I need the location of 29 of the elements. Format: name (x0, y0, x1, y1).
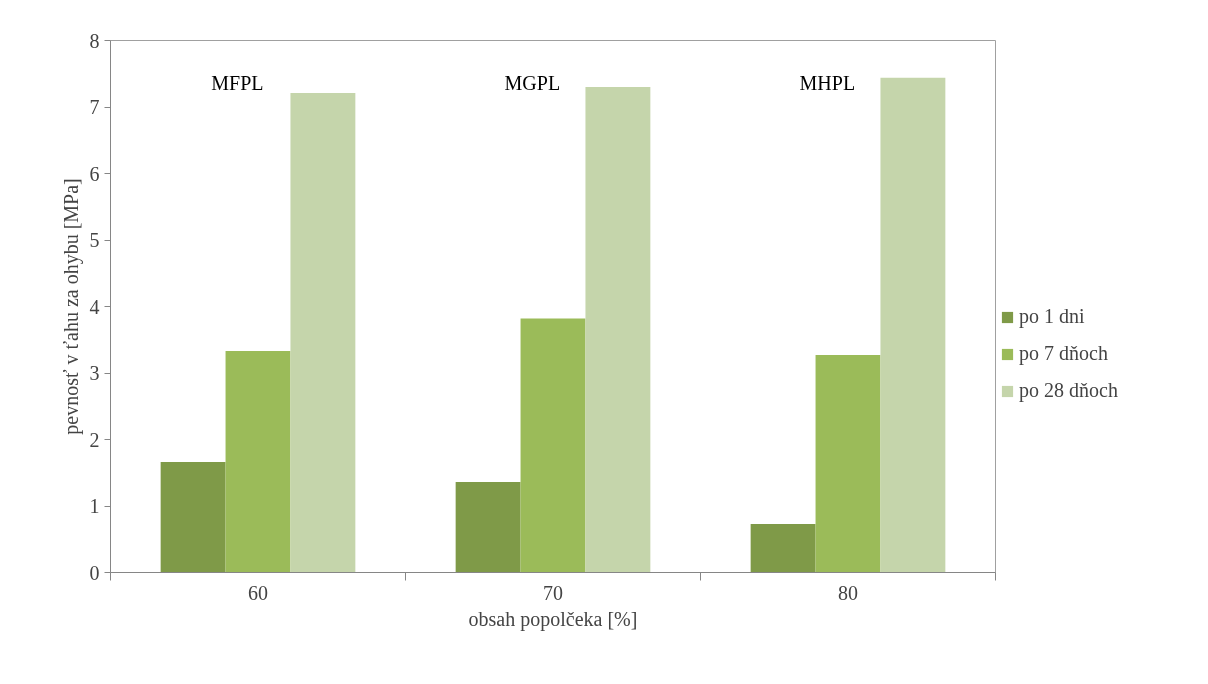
bar (225, 351, 291, 573)
annotation: MGPL (504, 71, 561, 94)
annotation: MFPL (211, 71, 264, 94)
bar (585, 87, 651, 573)
y-tick-label: 3 (89, 362, 100, 384)
legend-label: po 1 dni (1019, 305, 1085, 328)
bar (160, 462, 226, 573)
bar (455, 482, 521, 573)
y-tick-label: 5 (89, 229, 100, 251)
bar (815, 355, 881, 573)
y-tick-label: 8 (89, 29, 100, 52)
legend-label: po 28 dňoch (1019, 379, 1118, 402)
x-tick-label: 70 (543, 581, 563, 604)
annotation: MHPL (799, 71, 856, 94)
x-tick-label: 60 (248, 581, 268, 604)
y-tick-label: 2 (89, 428, 100, 451)
y-tick-label: 4 (89, 295, 100, 318)
y-tick-label: 6 (89, 162, 100, 185)
legend-label: po 7 dňoch (1019, 342, 1108, 365)
bar (290, 93, 356, 573)
bar (520, 318, 586, 573)
x-tick-label: 80 (838, 581, 858, 604)
y-axis-title: pevnosť v ťahu za ohybu [MPa] (59, 178, 83, 435)
y-tick-label: 7 (89, 96, 100, 118)
bar (880, 77, 946, 573)
y-tick-label: 0 (89, 561, 100, 584)
y-tick-label: 1 (89, 495, 100, 517)
x-axis-title: obsah popolčeka [%] (468, 607, 638, 631)
bar (750, 523, 816, 573)
